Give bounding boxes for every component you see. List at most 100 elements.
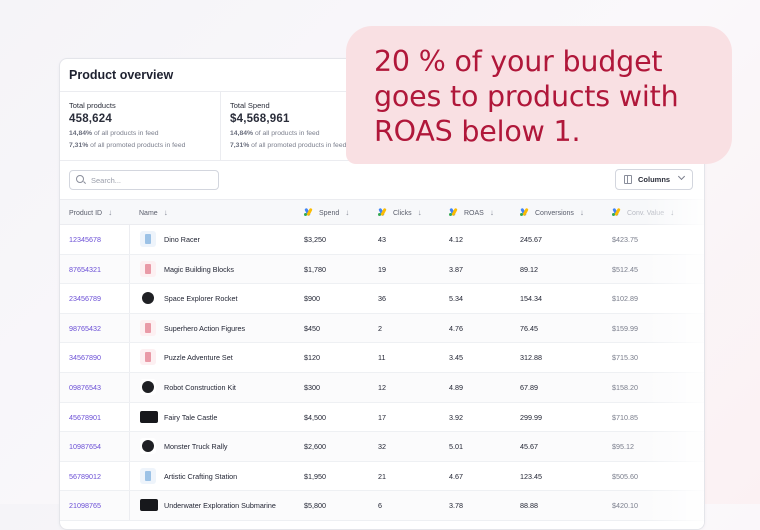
conv-value-cell: $159.99 <box>612 323 638 333</box>
sort-arrow-icon: ↓ <box>345 208 350 217</box>
column-divider <box>129 432 130 461</box>
conv-value-cell: $95.12 <box>612 442 634 452</box>
clicks-cell: 12 <box>378 382 386 392</box>
table-row[interactable]: 09876543 Robot Construction Kit $300 12 4.89… <box>60 372 704 403</box>
product-name: Magic Building Blocks <box>164 264 234 274</box>
column-divider <box>129 313 130 343</box>
product-id-link[interactable]: 10987654 <box>69 442 101 452</box>
google-ads-icon <box>303 207 314 217</box>
clicks-cell: 17 <box>378 412 386 422</box>
conversions-cell: 299.99 <box>520 412 542 422</box>
stat-note: 14,84% of all products in feed <box>230 130 320 137</box>
stat-value: 458,624 <box>69 113 112 125</box>
table-body: 12345678 Dino Racer $3,250 43 4.12 245.67 $423… <box>60 225 704 521</box>
roas-cell: 3.92 <box>449 412 463 422</box>
callout-bubble <box>346 26 732 164</box>
table-row[interactable]: 87654321 Magic Building Blocks $1,780 19 3.8… <box>60 254 704 285</box>
stat-label: Total products <box>69 101 116 110</box>
google-ads-icon <box>377 207 388 217</box>
column-divider <box>129 343 130 372</box>
product-id-link[interactable]: 09876543 <box>69 382 101 392</box>
table-row[interactable]: 21098765 Underwater Exploration Submarine… <box>60 491 704 521</box>
product-thumbnail <box>140 467 156 484</box>
product-name: Monster Truck Rally <box>164 442 228 452</box>
roas-cell: 4.76 <box>449 323 463 333</box>
header-conv-value[interactable]: Conv. Value ↓ <box>611 207 675 217</box>
roas-cell: 4.12 <box>449 235 463 244</box>
spend-cell: $4,500 <box>304 412 326 422</box>
clicks-cell: 21 <box>378 471 386 481</box>
table-row[interactable]: 45678901 Fairy Tale Castle $4,500 17 3.92 299… <box>60 402 704 433</box>
products-table: Product ID ↓ Name ↓ Spend ↓ Clicks ↓ ROAS ↓ C… <box>60 199 704 521</box>
clicks-cell: 19 <box>378 264 386 274</box>
search-icon <box>76 175 84 183</box>
clicks-cell: 43 <box>378 235 386 244</box>
spend-cell: $5,800 <box>304 501 326 511</box>
product-name: Dino Racer <box>164 235 200 244</box>
product-thumbnail <box>140 260 156 277</box>
table-row[interactable]: 10987654 Monster Truck Rally $2,600 32 5.01 4… <box>60 432 704 462</box>
spend-cell: $1,780 <box>304 264 326 274</box>
conversions-cell: 45.67 <box>520 442 538 452</box>
columns-button[interactable]: Columns <box>615 169 693 190</box>
product-thumbnail <box>140 410 158 423</box>
product-name: Artistic Crafting Station <box>164 471 238 481</box>
spend-cell: $3,250 <box>304 235 326 244</box>
spend-cell: $300 <box>304 382 320 392</box>
roas-cell: 4.67 <box>449 471 463 481</box>
conversions-cell: 76.45 <box>520 323 538 333</box>
card-title: Product overview <box>69 68 174 82</box>
conv-value-cell: $423.75 <box>612 235 638 244</box>
chevron-down-icon <box>677 172 686 181</box>
product-id-link[interactable]: 56789012 <box>69 471 101 481</box>
clicks-cell: 11 <box>378 353 386 363</box>
header-name[interactable]: Name ↓ <box>139 208 168 217</box>
spend-cell: $120 <box>304 353 320 363</box>
sort-arrow-icon: ↓ <box>670 208 675 217</box>
stat-total-products: Total products 458,624 14,84% of all pro… <box>60 92 221 160</box>
conversions-cell: 67.89 <box>520 382 538 392</box>
product-id-link[interactable]: 12345678 <box>69 235 101 244</box>
table-row[interactable]: 56789012 Artistic Crafting Station $1,950 2… <box>60 461 704 492</box>
sort-arrow-icon: ↓ <box>579 208 584 217</box>
stat-note: 7,31% of all promoted products in feed <box>69 142 186 149</box>
spend-cell: $1,950 <box>304 471 326 481</box>
conversions-cell: 89.12 <box>520 264 538 274</box>
conv-value-cell: $102.89 <box>612 294 638 304</box>
spend-cell: $450 <box>304 323 320 333</box>
product-thumbnail <box>140 378 156 395</box>
clicks-cell: 36 <box>378 294 386 304</box>
header-clicks[interactable]: Clicks ↓ <box>377 207 422 217</box>
search-input[interactable]: Search... <box>69 170 219 190</box>
product-thumbnail <box>140 231 156 247</box>
product-id-link[interactable]: 87654321 <box>69 264 101 274</box>
stat-note: 7,31% of all promoted products in feed <box>230 142 347 149</box>
table-row[interactable]: 34567890 Puzzle Adventure Set $120 11 3.45 31… <box>60 343 704 373</box>
stats-row: Total products 458,624 14,84% of all pro… <box>60 92 704 160</box>
conv-value-cell: $710.85 <box>612 412 638 422</box>
column-divider <box>129 461 130 491</box>
roas-cell: 5.01 <box>449 442 463 452</box>
table-row[interactable]: 12345678 Dino Racer $3,250 43 4.12 245.67 $423… <box>60 225 704 255</box>
product-id-link[interactable]: 23456789 <box>69 294 101 304</box>
sort-arrow-icon: ↓ <box>163 208 168 217</box>
product-id-link[interactable]: 45678901 <box>69 412 101 422</box>
header-product-id[interactable]: Product ID ↓ <box>69 208 113 217</box>
columns-label: Columns <box>638 175 671 184</box>
header-spend[interactable]: Spend ↓ <box>303 207 350 217</box>
google-ads-icon <box>611 207 622 217</box>
product-id-link[interactable]: 21098765 <box>69 501 101 511</box>
product-id-link[interactable]: 98765432 <box>69 323 101 333</box>
stat-label: Total Spend <box>230 101 270 110</box>
header-roas[interactable]: ROAS ↓ <box>448 207 494 217</box>
callout-text: 20 % of your budget goes to products wit… <box>374 45 679 148</box>
product-id-link[interactable]: 34567890 <box>69 353 101 363</box>
table-row[interactable]: 23456789 Space Explorer Rocket $900 36 5.34 1… <box>60 284 704 314</box>
column-divider <box>129 225 130 254</box>
spend-cell: $2,600 <box>304 442 326 452</box>
product-name: Superhero Action Figures <box>164 323 246 333</box>
header-conversions[interactable]: Conversions ↓ <box>519 207 584 217</box>
table-row[interactable]: 98765432 Superhero Action Figures $450 2 4.7… <box>60 313 704 344</box>
conversions-cell: 154.34 <box>520 294 542 304</box>
roas-cell: 5.34 <box>449 294 463 304</box>
